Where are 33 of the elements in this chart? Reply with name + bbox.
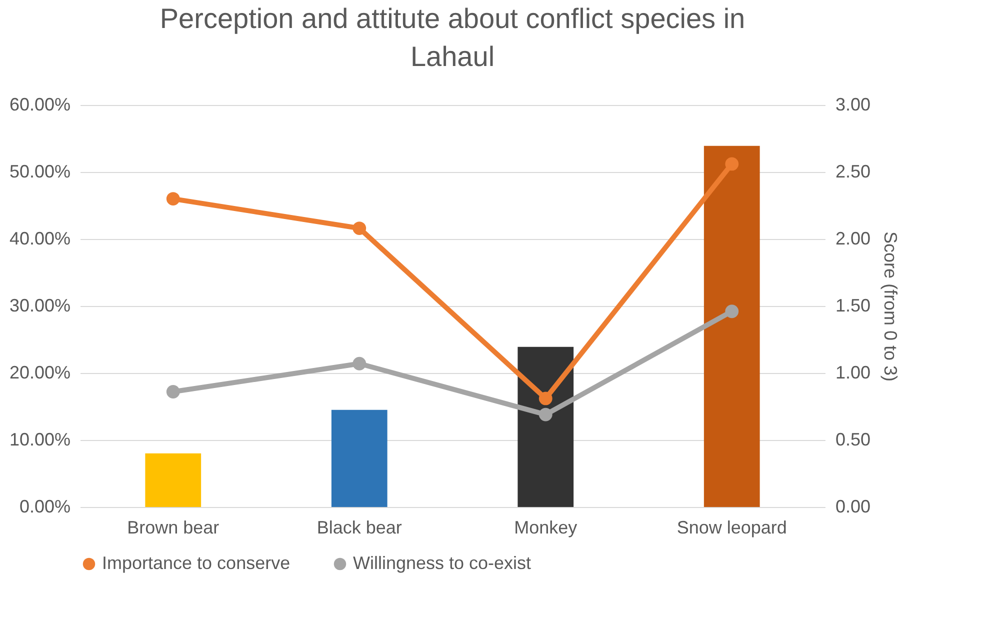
y2-tick-label: 1.00 xyxy=(836,362,871,382)
y2-tick-label: 2.00 xyxy=(836,228,871,248)
y2-axis-title: Score (from 0 to 3) xyxy=(880,231,901,382)
point xyxy=(538,392,552,406)
point xyxy=(166,385,180,398)
legend-label: Willingness to co-exist xyxy=(353,553,532,573)
point xyxy=(352,356,366,370)
y-tick-label: 40.00% xyxy=(9,228,70,248)
point xyxy=(725,157,739,171)
y-tick-label: 30.00% xyxy=(9,296,70,316)
bar xyxy=(704,146,760,507)
point xyxy=(166,192,180,206)
point xyxy=(352,222,366,235)
y2-tick-label: 0.50 xyxy=(836,430,871,450)
point xyxy=(538,408,552,422)
y2-tick-label: 0.00 xyxy=(836,496,871,516)
y2-tick-label: 1.50 xyxy=(836,296,871,316)
x-tick-label: Black bear xyxy=(316,518,402,538)
bar xyxy=(331,410,388,507)
y-tick-label: 20.00% xyxy=(9,362,70,382)
x-tick-label: Brown bear xyxy=(127,518,220,538)
y2-tick-label: 3.00 xyxy=(836,94,871,114)
y-tick-label: 50.00% xyxy=(9,162,70,182)
x-tick-label: Snow leopard xyxy=(676,518,787,538)
y-tick-label: 60.00% xyxy=(9,94,70,114)
y2-tick-label: 2.50 xyxy=(836,162,871,182)
chart-title: Perception and attitute about conflict species in Lahaul xyxy=(160,3,746,72)
bar xyxy=(145,453,202,507)
x-tick-label: Monkey xyxy=(514,518,578,538)
point xyxy=(725,304,739,318)
legend-label: Importance to conserve xyxy=(102,553,290,573)
y-tick-label: 0.00% xyxy=(19,496,70,516)
y-tick-label: 10.00% xyxy=(9,430,70,450)
